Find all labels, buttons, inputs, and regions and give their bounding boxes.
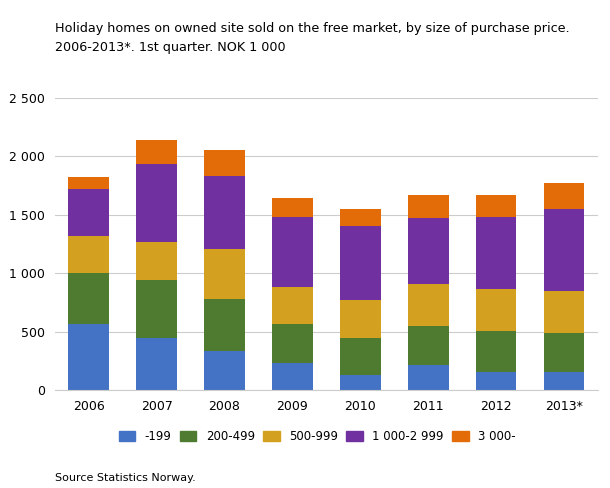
- Bar: [544, 291, 584, 333]
- Bar: [68, 273, 109, 324]
- Bar: [68, 236, 109, 273]
- Bar: [272, 198, 313, 217]
- Bar: [476, 288, 516, 331]
- Bar: [204, 299, 245, 350]
- Bar: [408, 365, 448, 390]
- Legend: -199, 200-499, 500-999, 1 000-2 999, 3 000-: -199, 200-499, 500-999, 1 000-2 999, 3 0…: [119, 430, 515, 443]
- Bar: [204, 150, 245, 176]
- Text: Source Statistics Norway.: Source Statistics Norway.: [55, 473, 196, 483]
- Bar: [136, 164, 177, 242]
- Bar: [340, 209, 381, 226]
- Bar: [272, 364, 313, 390]
- Bar: [272, 324, 313, 364]
- Bar: [544, 372, 584, 390]
- Bar: [544, 183, 584, 209]
- Bar: [272, 287, 313, 324]
- Text: Holiday homes on owned site sold on the free market, by size of purchase price.: Holiday homes on owned site sold on the …: [55, 22, 570, 35]
- Bar: [340, 300, 381, 338]
- Bar: [136, 242, 177, 280]
- Bar: [544, 333, 584, 372]
- Bar: [476, 217, 516, 288]
- Bar: [136, 280, 177, 338]
- Bar: [476, 195, 516, 217]
- Bar: [68, 177, 109, 189]
- Bar: [340, 226, 381, 300]
- Bar: [204, 350, 245, 390]
- Bar: [544, 209, 584, 291]
- Bar: [408, 284, 448, 326]
- Bar: [68, 324, 109, 390]
- Bar: [340, 338, 381, 375]
- Bar: [272, 217, 313, 287]
- Text: 2006-2013*. 1st quarter. NOK 1 000: 2006-2013*. 1st quarter. NOK 1 000: [55, 41, 285, 55]
- Bar: [408, 326, 448, 365]
- Bar: [204, 176, 245, 249]
- Bar: [408, 195, 448, 218]
- Bar: [476, 372, 516, 390]
- Bar: [340, 375, 381, 390]
- Bar: [68, 189, 109, 236]
- Bar: [136, 338, 177, 390]
- Bar: [136, 140, 177, 164]
- Bar: [204, 249, 245, 299]
- Bar: [476, 331, 516, 372]
- Bar: [408, 218, 448, 284]
